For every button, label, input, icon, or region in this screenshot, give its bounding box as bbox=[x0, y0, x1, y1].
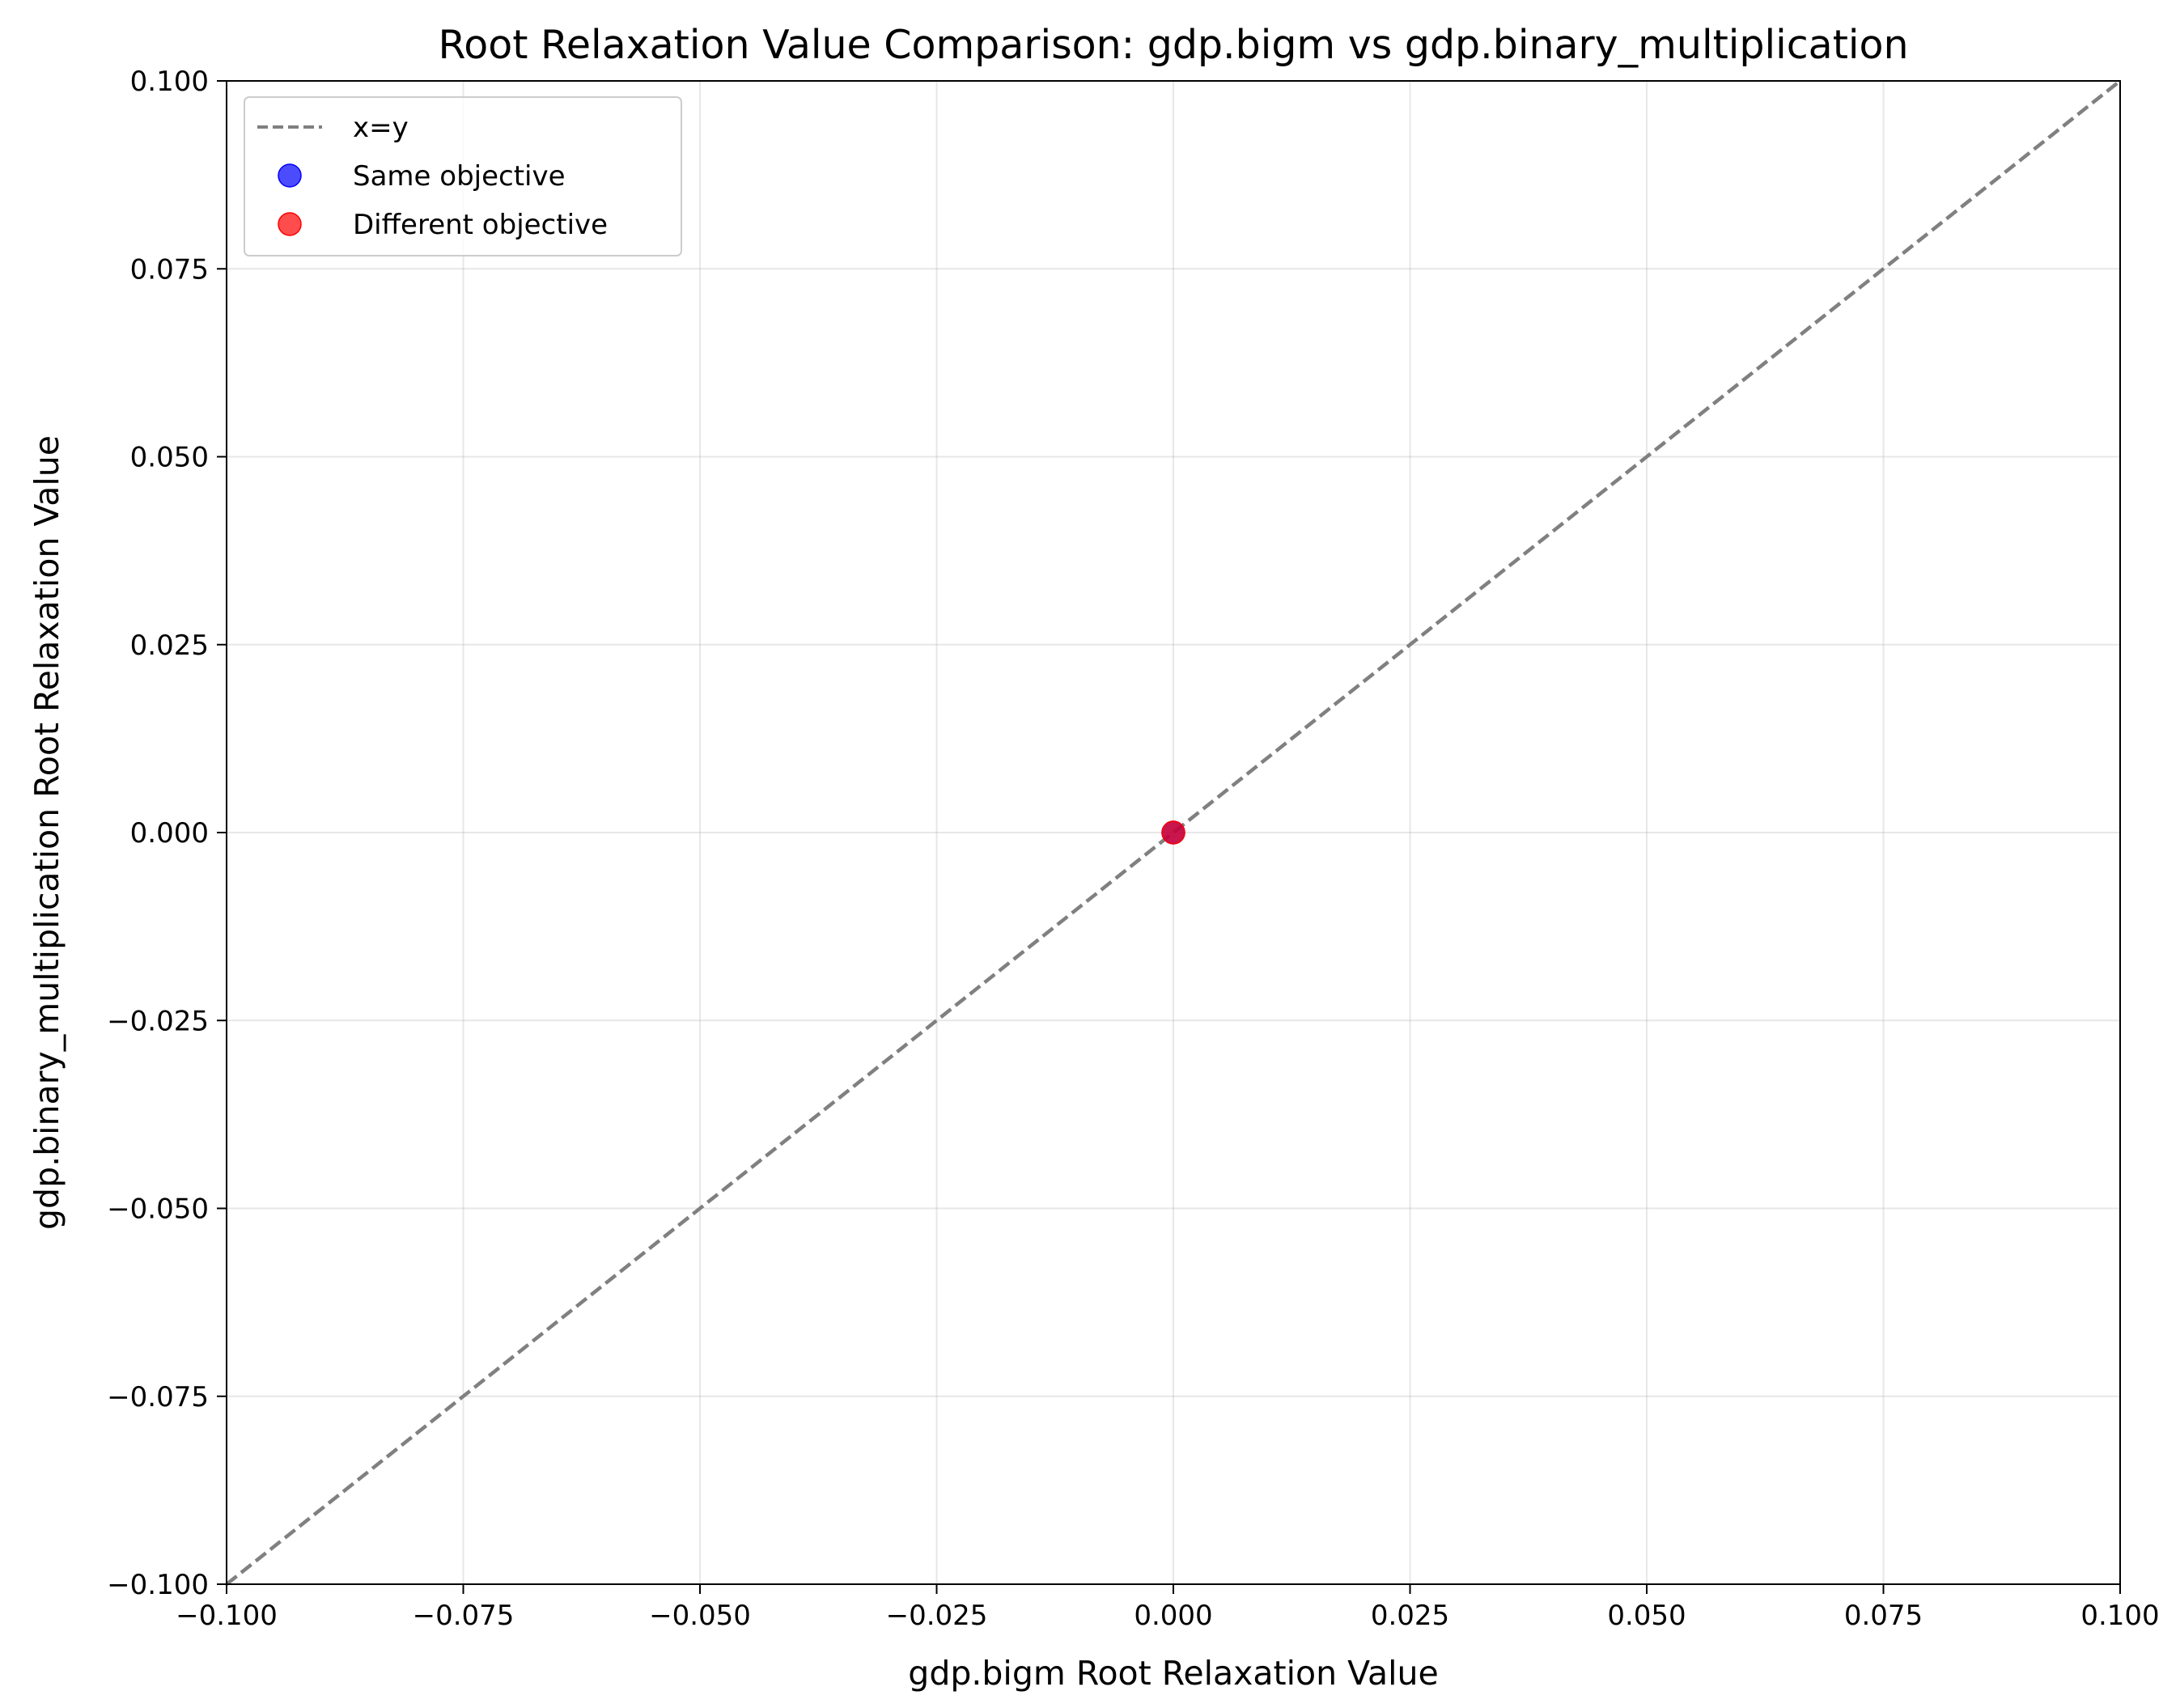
legend: x=y Same objective Different objective bbox=[244, 96, 682, 256]
reference-line-x-equals-y bbox=[225, 79, 2122, 1586]
y-tick-label: −0.075 bbox=[107, 1381, 209, 1413]
y-tick-label: 0.050 bbox=[130, 442, 209, 474]
x-axis-ticks: −0.100 −0.075 −0.050 −0.025 0.000 0.025 0.050 0… bbox=[176, 1584, 2160, 1632]
legend-label-different-objective: Different objective bbox=[353, 209, 608, 241]
x-tick-label: −0.100 bbox=[176, 1600, 278, 1632]
y-tick-label: −0.100 bbox=[107, 1569, 209, 1601]
y-tick-label: 0.025 bbox=[130, 629, 209, 662]
y-tick-label: −0.025 bbox=[107, 1005, 209, 1037]
x-tick-label: −0.025 bbox=[886, 1600, 988, 1632]
x-tick-label: 0.000 bbox=[1134, 1600, 1212, 1632]
y-tick-label: 0.100 bbox=[130, 66, 209, 98]
x-axis-title: gdp.bigm Root Relaxation Value bbox=[908, 1654, 1438, 1693]
data-points-layer bbox=[1161, 820, 1185, 845]
reference-line-layer bbox=[225, 79, 2122, 1586]
x-tick-label: 0.025 bbox=[1371, 1600, 1449, 1632]
chart-title: Root Relaxation Value Comparison: gdp.bi… bbox=[438, 22, 1908, 68]
y-axis-title: gdp.binary_multiplication Root Relaxatio… bbox=[28, 435, 66, 1230]
legend-label-x-equals-y: x=y bbox=[353, 112, 409, 144]
x-tick-label: −0.050 bbox=[649, 1600, 751, 1632]
legend-swatch-same-objective bbox=[278, 163, 302, 188]
legend-swatch-different-objective bbox=[278, 212, 302, 236]
x-tick-label: −0.075 bbox=[413, 1600, 515, 1632]
y-tick-label: −0.050 bbox=[107, 1193, 209, 1226]
legend-box bbox=[244, 96, 682, 256]
x-tick-label: 0.050 bbox=[1607, 1600, 1686, 1632]
x-tick-label: 0.100 bbox=[2080, 1600, 2159, 1632]
data-point-different-objective bbox=[1161, 820, 1185, 845]
legend-label-same-objective: Same objective bbox=[353, 160, 566, 193]
y-tick-label: 0.075 bbox=[130, 253, 209, 286]
x-tick-label: 0.075 bbox=[1844, 1600, 1923, 1632]
y-axis-ticks: −0.100 −0.075 −0.050 −0.025 0.000 0.025 0.050 0… bbox=[107, 66, 227, 1601]
y-tick-label: 0.000 bbox=[130, 817, 209, 850]
